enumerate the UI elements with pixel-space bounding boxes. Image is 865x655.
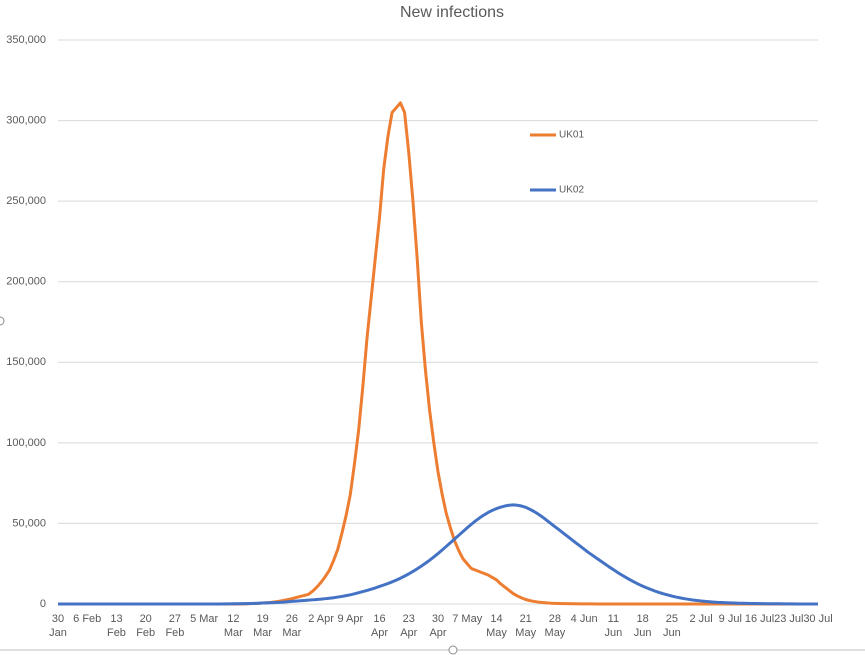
- x-tick-label: 30 Apr: [429, 613, 447, 639]
- x-tick-label: 30 Jan: [49, 613, 67, 639]
- resize-handle[interactable]: [0, 316, 5, 326]
- x-tick-label: 25 Jun: [662, 613, 681, 639]
- x-tick-label: 26 Mar: [282, 613, 302, 639]
- y-tick-label: 250,000: [6, 195, 46, 207]
- legend-label: UK02: [559, 185, 584, 196]
- x-tick-label: 23 Apr: [400, 613, 418, 639]
- y-tick-label: 300,000: [6, 114, 46, 126]
- x-tick-label: 4 Jun: [570, 613, 598, 625]
- x-tick-label: 2 Apr: [308, 613, 334, 625]
- x-tick-label: 2 Jul: [689, 613, 713, 625]
- x-tick-label: 9 Apr: [337, 613, 364, 625]
- line-series: [58, 503, 818, 606]
- x-tick-label: 5 Mar: [190, 613, 219, 625]
- x-tick-label: 18 Jun: [633, 613, 652, 639]
- y-tick-label: 200,000: [6, 276, 46, 288]
- x-tick-label: 21 May: [515, 613, 537, 639]
- x-tick-label: 16 Jul: [744, 613, 775, 625]
- x-tick-label: 27 Feb: [165, 613, 185, 639]
- x-tick-label: 13 Feb: [106, 613, 126, 639]
- x-tick-label: 19 Mar: [253, 613, 273, 639]
- line-series: [58, 101, 818, 606]
- y-tick-label: 50,000: [12, 517, 46, 529]
- y-tick-label: 350,000: [6, 34, 46, 46]
- chart-title: New infections: [400, 4, 504, 21]
- x-tick-label: 12 Mar: [223, 613, 243, 639]
- x-tick-label: 16 Apr: [370, 613, 389, 639]
- legend-label: UK01: [559, 130, 584, 141]
- x-tick-label: 6 Feb: [73, 613, 102, 625]
- x-tick-label: 28 May: [544, 613, 566, 639]
- x-tick-label: 30 Jul: [803, 613, 833, 625]
- y-tick-label: 100,000: [6, 437, 46, 449]
- x-tick-label: 20 Feb: [136, 613, 156, 639]
- x-tick-label: 14 May: [486, 613, 507, 639]
- x-tick-label: 11 Jun: [604, 613, 623, 639]
- x-tick-label: 7 May: [452, 613, 483, 625]
- y-tick-label: 0: [40, 598, 46, 610]
- y-tick-label: 150,000: [6, 356, 46, 368]
- resize-handle[interactable]: [448, 645, 458, 655]
- x-tick-label: 9 Jul: [718, 613, 742, 625]
- x-tick-label: 23 Jul: [774, 613, 804, 625]
